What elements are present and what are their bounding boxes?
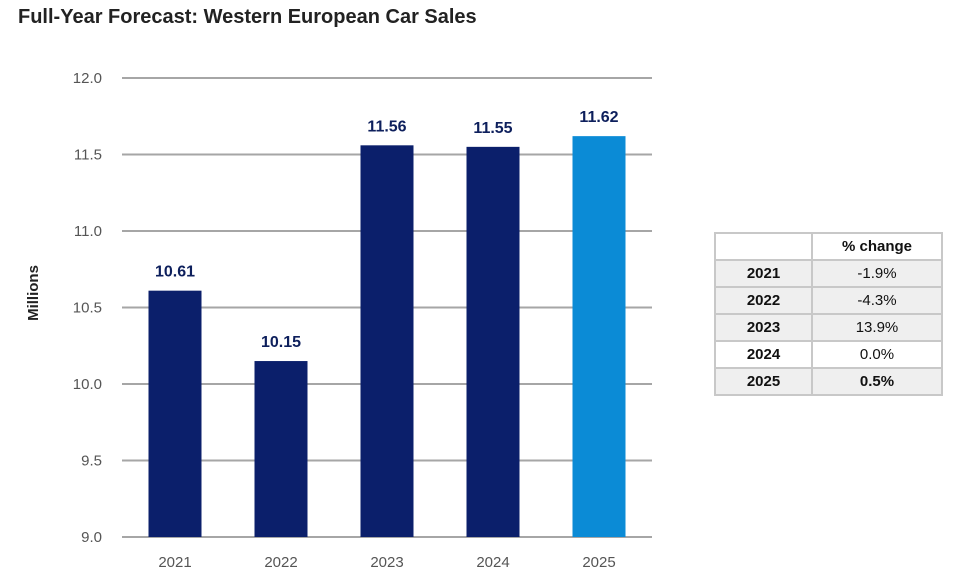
y-tick-label: 11.0 (74, 223, 102, 240)
percent-change-table: % change 2021 -1.9% 2022 -4.3% 2023 13.9… (714, 232, 943, 396)
table-row-year: 2022 (714, 286, 813, 315)
bar-2024 (466, 146, 520, 537)
x-tick-labels: 2021 2022 2023 2024 2025 (158, 554, 615, 571)
table-header-row: % change (714, 232, 943, 261)
y-tick-label: 9.0 (81, 529, 102, 546)
value-label-2023: 11.56 (367, 118, 406, 135)
value-label-2022: 10.15 (261, 334, 301, 351)
table-row-year: 2024 (714, 340, 813, 369)
value-label-2025: 11.62 (579, 109, 618, 126)
table-header-empty (714, 232, 813, 261)
y-axis-label: Millions (25, 265, 42, 321)
value-label-2021: 10.61 (155, 264, 195, 281)
table-row-change: 0.5% (811, 367, 943, 396)
table-row: 2021 -1.9% (714, 259, 943, 288)
table-row-year: 2023 (714, 313, 813, 342)
table-row-change: 0.0% (811, 340, 943, 369)
table-row-change: -1.9% (811, 259, 943, 288)
value-label-2024: 11.55 (473, 120, 512, 137)
table-row: 2023 13.9% (714, 313, 943, 342)
y-tick-label: 10.0 (73, 376, 102, 393)
bars (148, 136, 626, 537)
table-row: 2024 0.0% (714, 340, 943, 369)
table-row: 2022 -4.3% (714, 286, 943, 315)
bar-2025 (572, 136, 626, 537)
y-tick-label: 9.5 (81, 453, 102, 470)
x-tick-label-2022: 2022 (264, 554, 297, 571)
y-tick-labels: 9.0 9.5 10.0 10.5 11.0 11.5 12.0 (73, 70, 102, 546)
table-row: 2025 0.5% (714, 367, 943, 396)
bar-2021 (148, 290, 202, 537)
y-tick-label: 11.5 (74, 147, 102, 164)
x-tick-label-2023: 2023 (370, 554, 403, 571)
bar-2022 (254, 361, 308, 537)
value-labels: 10.61 10.15 11.56 11.55 11.62 (155, 109, 619, 351)
table-header-label: % change (811, 232, 943, 261)
y-tick-label: 10.5 (73, 300, 102, 317)
y-tick-label: 12.0 (73, 70, 102, 87)
bar-2023 (360, 145, 414, 537)
x-tick-label-2021: 2021 (158, 554, 191, 571)
chart-title: Full-Year Forecast: Western European Car… (18, 6, 477, 28)
table-row-change: -4.3% (811, 286, 943, 315)
x-tick-label-2024: 2024 (476, 554, 509, 571)
table-row-year: 2021 (714, 259, 813, 288)
table-row-year: 2025 (714, 367, 813, 396)
table-row-change: 13.9% (811, 313, 943, 342)
x-tick-label-2025: 2025 (582, 554, 615, 571)
